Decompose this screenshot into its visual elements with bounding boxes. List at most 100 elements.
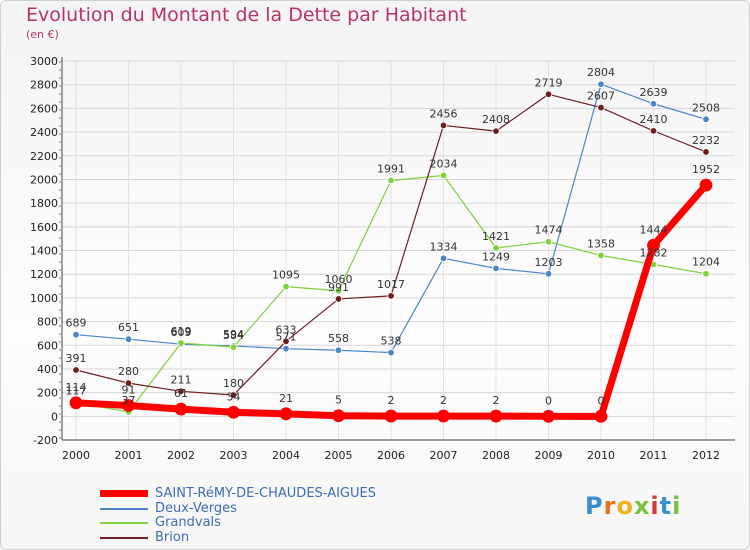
y-tick-label: 0 (51, 410, 58, 423)
data-point (387, 348, 395, 357)
data-label: 280 (118, 365, 139, 378)
data-point (702, 148, 710, 156)
data-point (177, 387, 185, 396)
data-label: 619 (171, 325, 192, 338)
data-point (492, 264, 500, 273)
data-label: 0 (598, 394, 605, 407)
data-point (227, 405, 240, 419)
data-point (387, 292, 395, 300)
x-tick-label: 2005 (325, 449, 353, 462)
y-tick-label: 400 (37, 363, 58, 376)
data-label: 2804 (587, 66, 615, 79)
legend-swatch (100, 508, 148, 510)
data-label: 1095 (272, 269, 300, 282)
data-label: 1249 (482, 250, 510, 263)
data-label: 584 (223, 329, 244, 342)
data-label: 114 (66, 381, 87, 394)
data-point (177, 339, 185, 347)
data-point (334, 346, 343, 354)
axes-layer: -200020040060080010001200140016001800200… (30, 55, 735, 462)
y-tick-label: 1200 (30, 268, 58, 281)
data-point (279, 407, 293, 421)
y-tick-label: 200 (37, 387, 58, 400)
data-label: 1017 (377, 278, 405, 291)
data-label: 1204 (692, 256, 720, 269)
data-label: 558 (328, 332, 349, 345)
x-tick-label: 2007 (430, 449, 458, 462)
data-label: 1952 (692, 163, 720, 176)
x-tick-label: 2011 (640, 449, 668, 462)
legend-label: Grandvals (155, 515, 221, 530)
data-point (647, 238, 660, 252)
data-point (72, 331, 80, 339)
data-label: 594 (223, 328, 244, 341)
data-label: 1358 (587, 237, 615, 250)
x-tick-label: 2006 (377, 449, 405, 462)
data-point (702, 115, 710, 123)
data-label: 2410 (640, 113, 668, 126)
data-point (124, 335, 133, 343)
y-tick-label: 2200 (30, 150, 58, 163)
data-label: 2719 (535, 76, 563, 89)
data-point (282, 282, 290, 291)
data-label: 609 (171, 326, 192, 339)
legend-swatch (100, 522, 148, 524)
data-point (437, 409, 450, 423)
x-tick-label: 2000 (62, 449, 90, 462)
data-point (544, 270, 553, 278)
legend-label: SAINT-RéMY-DE-CHAUDES-AIGUES (155, 486, 376, 501)
data-point (597, 103, 605, 112)
data-point (594, 409, 608, 423)
series-layer (69, 80, 713, 423)
data-label: 2 (388, 394, 395, 407)
x-tick-label: 2012 (692, 449, 720, 462)
data-label: 571 (276, 331, 297, 344)
data-label: 391 (66, 352, 87, 365)
data-label: 2408 (482, 113, 510, 126)
data-point (229, 343, 238, 351)
data-point (334, 295, 343, 303)
y-tick-label: 2600 (30, 102, 58, 115)
data-label: 991 (328, 281, 349, 294)
data-point (439, 254, 448, 263)
x-tick-label: 2009 (535, 449, 563, 462)
data-label: 651 (118, 321, 139, 334)
y-tick-label: 2800 (30, 79, 58, 92)
chart-title: Evolution du Montant de la Dette par Hab… (26, 4, 467, 26)
data-label: 1444 (640, 223, 668, 236)
data-point (387, 176, 395, 185)
data-label: 2456 (430, 107, 458, 120)
y-tick-label: 800 (37, 316, 58, 329)
data-label: 2508 (692, 101, 720, 114)
x-tick-label: 2008 (482, 449, 510, 462)
y-tick-label: 3000 (30, 55, 58, 68)
data-point (492, 244, 500, 252)
y-tick-label: 1600 (30, 221, 58, 234)
x-tick-label: 2004 (272, 449, 300, 462)
data-label: 1991 (377, 163, 405, 176)
data-point (492, 127, 500, 135)
data-label: 2639 (640, 86, 668, 99)
data-point (334, 287, 343, 295)
data-label: 1060 (325, 273, 353, 286)
y-tick-label: 2000 (30, 173, 58, 186)
data-point (384, 409, 398, 423)
data-point (699, 178, 713, 192)
y-tick-label: 1000 (30, 292, 58, 305)
data-label: 538 (381, 335, 402, 348)
y-tick-label: 600 (37, 339, 58, 352)
data-point (489, 409, 503, 423)
data-label: 689 (66, 317, 87, 330)
data-point (597, 251, 605, 260)
data-label: 0 (545, 394, 552, 407)
y-tick-label: 1800 (30, 197, 58, 210)
data-label: 1282 (640, 246, 668, 259)
data-label: 2 (440, 394, 447, 407)
legend-swatch (100, 490, 148, 497)
legend-label: Deux-Verges (155, 501, 237, 516)
data-label: 34 (227, 390, 241, 403)
data-point (649, 100, 658, 108)
data-label: 117 (66, 384, 87, 397)
data-label: 2232 (692, 134, 720, 147)
